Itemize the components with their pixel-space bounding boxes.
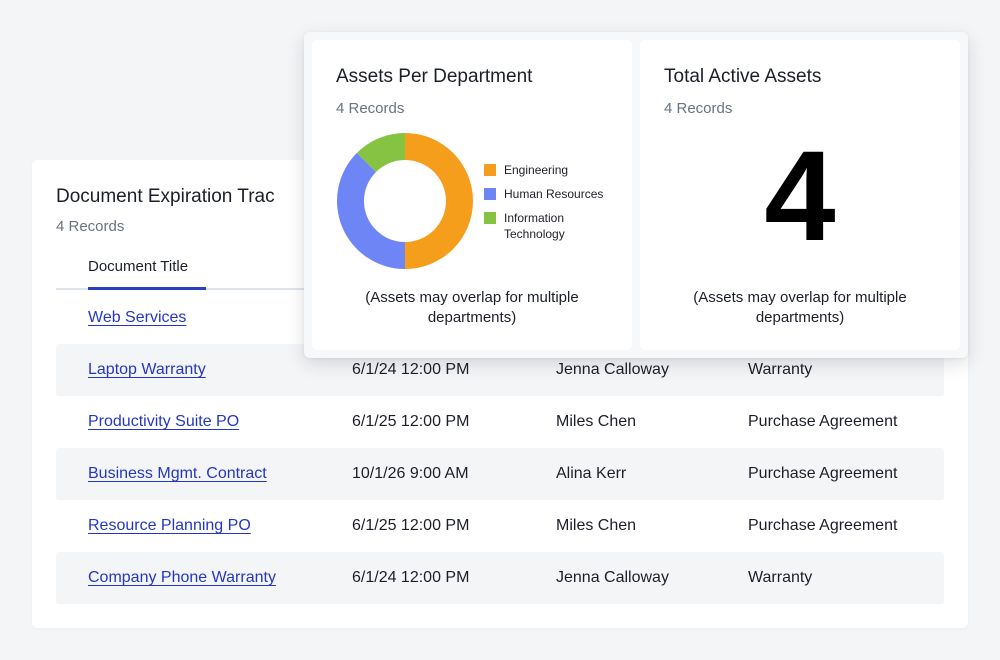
- table-row: Company Phone Warranty 6/1/24 12:00 PM J…: [56, 552, 944, 604]
- widget-title: Assets Per Department: [336, 66, 533, 87]
- legend-swatch: [484, 164, 496, 176]
- legend-item-human-resources[interactable]: Human Resources: [484, 186, 624, 202]
- dashboard-widgets-overlay: Assets Per Department 4 Records Engineer…: [304, 32, 968, 358]
- record-count: 4 Records: [664, 100, 733, 117]
- card-title: Document Expiration Trac: [56, 186, 275, 207]
- active-sort-indicator: [88, 287, 206, 290]
- document-type: Purchase Agreement: [748, 465, 898, 482]
- legend-swatch: [484, 188, 496, 200]
- owner-name: Alina Kerr: [556, 465, 627, 482]
- total-active-assets-widget: Total Active Assets 4 Records 4 (Assets …: [640, 40, 960, 350]
- record-count: 4 Records: [336, 100, 405, 117]
- legend-label: Human Resources: [504, 187, 604, 201]
- table-row: Web Services: [56, 292, 944, 344]
- donut-slice-information-technology[interactable]: [356, 133, 405, 173]
- table-row: Productivity Suite PO 6/1/25 12:00 PM Mi…: [56, 396, 944, 448]
- expiration-date: 6/1/25 12:00 PM: [352, 413, 470, 430]
- document-title-link[interactable]: Productivity Suite PO: [88, 413, 240, 430]
- donut-slice-engineering[interactable]: [405, 133, 473, 269]
- expiration-date: 6/1/25 12:00 PM: [352, 517, 470, 534]
- document-title-link[interactable]: Web Services: [88, 309, 187, 326]
- document-title-link[interactable]: Laptop Warranty: [88, 361, 206, 378]
- document-type: Warranty: [748, 361, 813, 378]
- table-row: Business Mgmt. Contract 10/1/26 9:00 AM …: [56, 448, 944, 500]
- table-row: Resource Planning PO 6/1/25 12:00 PM Mil…: [56, 500, 944, 552]
- owner-name: Miles Chen: [556, 517, 637, 534]
- document-title-link[interactable]: Resource Planning PO: [88, 517, 251, 534]
- chart-legend: Engineering Human Resources Information Tec…: [484, 162, 624, 250]
- record-count: 4 Records: [56, 218, 125, 235]
- column-header-document-title[interactable]: Document Title: [88, 258, 189, 275]
- donut-slice-human-resources[interactable]: [337, 152, 405, 269]
- overlap-note: (Assets may overlap for multiple departm…: [365, 289, 579, 326]
- legend-swatch: [484, 212, 496, 224]
- document-title-link[interactable]: Company Phone Warranty: [88, 569, 276, 586]
- department-donut-chart: [337, 133, 473, 269]
- expiration-date: 6/1/24 12:00 PM: [352, 361, 470, 378]
- expiration-date: 6/1/24 12:00 PM: [352, 569, 470, 586]
- owner-name: Jenna Calloway: [556, 361, 669, 378]
- document-type: Warranty: [748, 569, 813, 586]
- document-type: Purchase Agreement: [748, 413, 898, 430]
- overlap-note: (Assets may overlap for multiple departm…: [693, 289, 907, 326]
- legend-label: Engineering: [504, 163, 569, 177]
- legend-label: Information Technology: [504, 211, 565, 241]
- assets-per-department-widget: Assets Per Department 4 Records Engineer…: [312, 40, 632, 350]
- document-title-link[interactable]: Business Mgmt. Contract: [88, 465, 267, 482]
- owner-name: Jenna Calloway: [556, 569, 669, 586]
- expiration-date: 10/1/26 9:00 AM: [352, 465, 469, 482]
- owner-name: Miles Chen: [556, 413, 637, 430]
- legend-item-engineering[interactable]: Engineering: [484, 162, 624, 178]
- widget-title: Total Active Assets: [664, 66, 822, 87]
- total-assets-value: 4: [764, 125, 836, 268]
- document-type: Purchase Agreement: [748, 517, 898, 534]
- legend-item-information-technology[interactable]: Information Technology: [484, 210, 624, 242]
